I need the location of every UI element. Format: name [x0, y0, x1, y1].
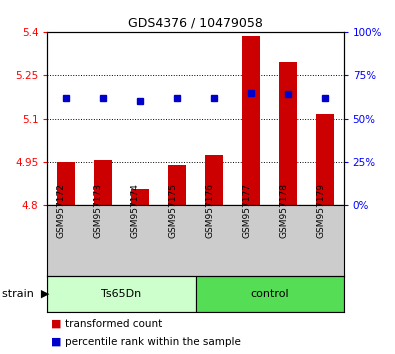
Title: GDS4376 / 10479058: GDS4376 / 10479058	[128, 16, 263, 29]
Text: ■: ■	[51, 319, 62, 329]
Text: control: control	[250, 289, 289, 299]
Text: GSM957178: GSM957178	[279, 183, 288, 239]
Text: GSM957174: GSM957174	[131, 183, 140, 239]
Text: transformed count: transformed count	[65, 319, 162, 329]
Text: GSM957176: GSM957176	[205, 183, 214, 239]
Text: percentile rank within the sample: percentile rank within the sample	[65, 337, 241, 347]
Text: GSM957179: GSM957179	[316, 183, 325, 239]
Bar	[47, 276, 196, 312]
Text: GSM957173: GSM957173	[94, 183, 103, 239]
Bar	[316, 114, 335, 205]
Text: GSM957172: GSM957172	[57, 183, 66, 239]
Bar	[94, 160, 112, 205]
Bar	[131, 189, 149, 205]
Bar	[56, 162, 75, 205]
Text: strain  ▶: strain ▶	[2, 289, 49, 299]
Text: GSM957177: GSM957177	[242, 183, 251, 239]
Bar	[279, 62, 297, 205]
Text: GSM957175: GSM957175	[168, 183, 177, 239]
Bar	[242, 36, 260, 205]
Bar	[205, 155, 223, 205]
Text: ■: ■	[51, 337, 62, 347]
Bar	[168, 165, 186, 205]
Text: Ts65Dn: Ts65Dn	[102, 289, 141, 299]
Bar	[196, 276, 344, 312]
